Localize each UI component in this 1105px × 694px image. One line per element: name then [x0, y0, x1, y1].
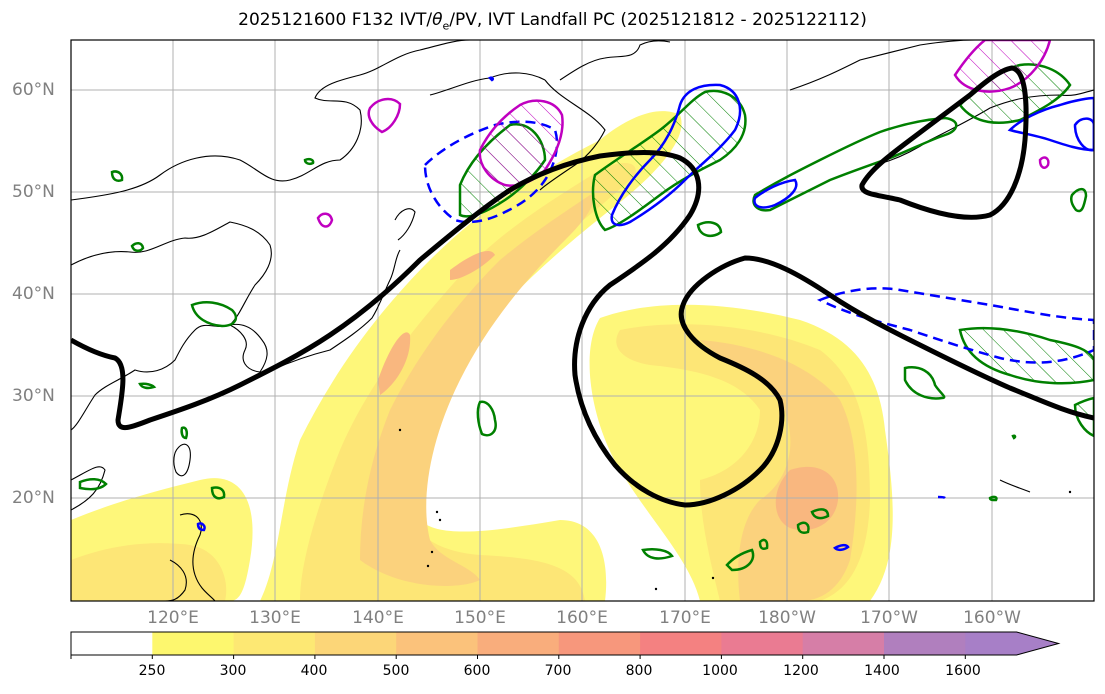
pv-green-contours: [78, 116, 1088, 572]
colorbar-label: 300: [219, 663, 247, 679]
colorbar-label: 800: [625, 663, 653, 679]
colorbar-label: 500: [382, 663, 410, 679]
colorbar-label: 1000: [702, 663, 738, 679]
pacific-islands: [398, 428, 1072, 591]
colorbar-segment: [477, 632, 560, 655]
colorbar-label: 1200: [783, 663, 819, 679]
lon-label-140e: 140°E: [352, 608, 404, 628]
colorbar-segment: [802, 632, 885, 655]
colorbar-outline: [70, 631, 1061, 656]
lon-label-160e: 160°E: [556, 608, 608, 628]
colorbar-label: 1600: [945, 663, 981, 679]
lon-label-170e: 170°E: [659, 608, 711, 628]
coastlines: [71, 40, 1094, 601]
colorbar-label: 1400: [864, 663, 900, 679]
theta-e-contours: [71, 65, 1094, 508]
lat-label-30n: 30°N: [12, 386, 55, 406]
colorbar-label: 700: [544, 663, 572, 679]
colorbar-label: 600: [463, 663, 491, 679]
lat-label-20n: 20°N: [12, 488, 55, 508]
colorbar-label: 250: [138, 663, 166, 679]
ivt-colorbar: [70, 631, 1061, 659]
lat-label-50n: 50°N: [12, 182, 55, 202]
colorbar-segment: [721, 632, 804, 655]
lat-label-40n: 40°N: [12, 284, 55, 304]
lon-label-170w: 170°W: [860, 608, 918, 628]
colorbar-segment: [71, 632, 153, 655]
map-frame: [70, 39, 1095, 602]
lon-label-160w: 160°W: [963, 608, 1021, 628]
colorbar-segment: [965, 632, 1059, 655]
ivt-shading-west: [71, 111, 682, 601]
map-title: 2025121600 F132 IVT/θe/PV, IVT Landfall …: [238, 10, 867, 33]
pv-blue-contours: [196, 76, 1094, 552]
lon-label-130e: 130°E: [249, 608, 301, 628]
lat-label-60n: 60°N: [12, 80, 55, 100]
colorbar-segment: [558, 632, 641, 655]
pv-blue-dashed: [423, 120, 1094, 364]
colorbar-segment: [640, 632, 722, 655]
lon-label-120e: 120°E: [147, 608, 199, 628]
lon-label-150e: 150°E: [454, 608, 506, 628]
lon-label-180w: 180°W: [758, 608, 816, 628]
colorbar-label: 400: [300, 663, 328, 679]
colorbar-segment: [314, 632, 397, 655]
pv-magenta-contours: [316, 40, 1052, 228]
colorbar-segment: [396, 632, 478, 655]
colorbar-segment: [152, 632, 235, 655]
colorbar-segment: [884, 632, 966, 655]
colorbar-segment: [233, 632, 316, 655]
